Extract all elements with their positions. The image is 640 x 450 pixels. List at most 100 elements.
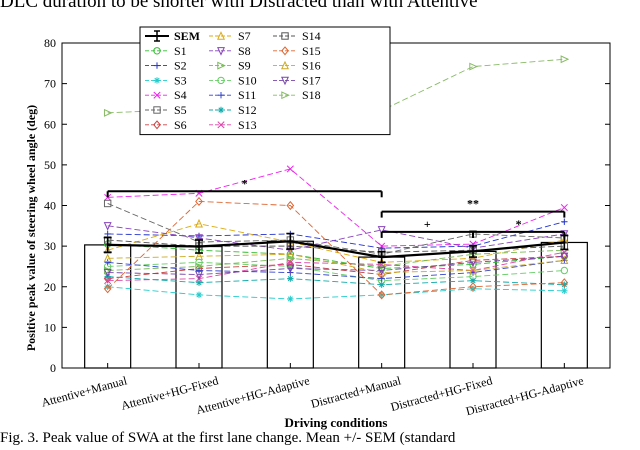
caption-top: DLC duration to be shorter with Distract… [0,0,478,12]
legend-label-S13: S13 [238,118,257,132]
legend-marker-S7 [217,31,225,40]
point-S13-0 [104,277,112,285]
point-S11-3 [378,275,385,282]
error-bar-3 [377,251,386,264]
y-tick-label-70: 70 [44,77,56,91]
caption-bottom: Fig. 3. Peak value of SWA at the first l… [0,430,456,446]
legend-label-S12: S12 [238,103,257,117]
y-tick-label-0: 0 [50,361,56,375]
point-S17-1 [195,270,203,280]
error-bar-4 [469,244,477,258]
legend-label-S18: S18 [302,88,321,102]
point-S17-2 [286,264,295,274]
legend-marker-S6 [153,120,161,130]
point-S4-3 [378,242,386,250]
legend-label-S16: S16 [302,59,321,73]
y-tick-label-80: 80 [44,36,56,50]
y-tick-label-50: 50 [44,158,56,172]
legend-entry-S5: S5 [145,103,187,117]
point-S15-3 [377,290,386,300]
legend-entry-S11: S11 [209,88,256,102]
point-S4-5 [560,203,568,212]
legend-marker-S1 [153,47,161,55]
legend-marker-S2 [153,62,161,69]
point-S16-2 [286,249,295,258]
legend-marker-S8 [217,47,225,56]
legend-entry-S12: S12 [209,103,257,117]
point-S15-5 [560,278,569,288]
point-S15-1 [195,196,203,207]
legend-label-S15: S15 [302,44,321,58]
legend-entry-S10: S10 [209,73,257,87]
legend-marker-S5 [153,106,161,114]
legend-marker-S13 [217,121,225,129]
legend-label-S17: S17 [302,73,321,87]
legend-label-S3: S3 [174,73,187,87]
y-tick-label-60: 60 [44,117,56,131]
point-S13-4 [469,266,477,275]
point-S5-0 [103,199,112,208]
legend-marker-S3 [153,77,161,84]
point-S8-1 [195,234,203,243]
point-S6-0 [103,274,112,284]
legend-label-S2: S2 [174,59,187,73]
mean-line [107,240,565,259]
point-S12-2 [287,275,294,282]
series-line-S11 [107,259,565,280]
point-S8-3 [377,226,386,235]
point-S12-3 [378,281,385,288]
point-S4-2 [286,165,294,173]
x-tick-label-3: Distracted+Manual [309,373,403,411]
point-S9-2 [286,254,296,263]
point-S7-1 [195,218,203,228]
point-S4-0 [104,193,112,201]
x-tick-label-0: Attentive+Manual [40,373,129,409]
legend-entry-S4: S4 [145,88,187,102]
point-S16-3 [377,267,386,277]
legend-marker-S11 [217,92,225,99]
point-S7-4 [469,253,477,263]
point-S3-2 [287,295,294,303]
legend-marker-S9 [217,61,226,70]
point-S16-1 [195,251,203,260]
legend-label-S5: S5 [174,103,187,117]
point-S13-2 [286,258,294,266]
legend-entry-S16: S16 [273,59,321,73]
significance-label-3: ** [467,197,479,211]
series-line-S7 [107,223,565,263]
legend-entry-S15: S15 [273,44,321,58]
legend-entry-S7: S7 [209,29,251,43]
point-S16-4 [469,265,477,275]
point-S16-5 [560,255,569,265]
legend-marker-S16 [281,60,289,70]
legend-label-S9: S9 [238,59,251,73]
point-S12-4 [469,277,477,284]
point-S3-1 [195,291,203,299]
y-tick-label-30: 30 [44,239,56,253]
point-S18-4 [469,62,478,71]
series-line-S1 [107,243,565,269]
significance-bracket-2: * [472,217,566,238]
legend-entry-S14: S14 [273,29,321,43]
legend-entry-S1: S1 [145,44,187,58]
legend-label-S14: S14 [302,29,321,43]
error-bar-2 [286,232,295,250]
series-line-S4 [107,168,565,247]
error-bar-1 [195,239,203,254]
point-S8-0 [103,222,112,231]
error-bar-0 [103,236,112,254]
point-S18-5 [560,55,570,64]
legend-marker-S14 [281,32,289,40]
y-axis-label: Positive peak value of steering wheel an… [24,105,38,351]
series-line-S16 [107,253,565,273]
legend-entry-S18: S18 [273,88,321,102]
point-S2-5 [561,218,568,225]
legend-entry-S8: S8 [209,44,251,58]
legend-entry-S6: S6 [145,118,187,132]
legend-label-SEM: SEM [174,29,200,43]
legend-label-S6: S6 [174,118,187,132]
legend-marker-S15 [281,46,289,56]
series-line-S10 [107,261,565,282]
y-tick-label-20: 20 [44,280,56,294]
legend-label-S11: S11 [238,88,256,102]
